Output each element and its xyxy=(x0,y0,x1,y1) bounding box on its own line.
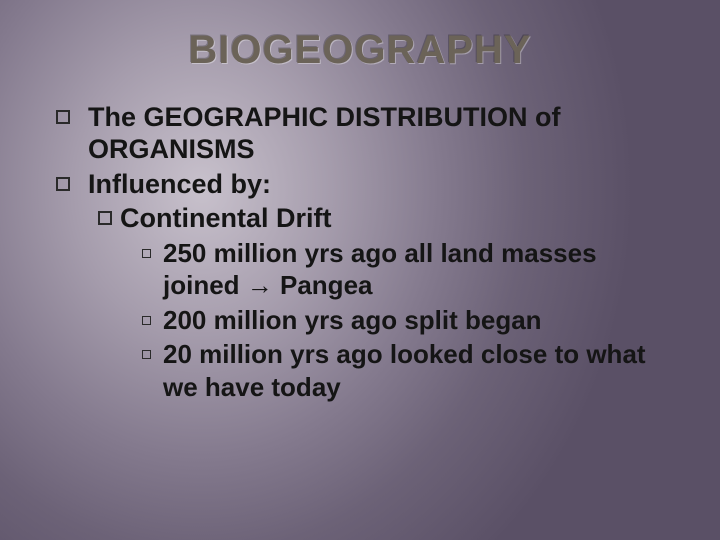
small-square-bullet-icon xyxy=(142,316,151,325)
small-square-bullet-icon xyxy=(142,350,151,359)
bullet-text: Continental Drift xyxy=(120,202,331,234)
list-item: 250 million yrs ago all land masses join… xyxy=(142,237,672,302)
square-bullet-icon xyxy=(56,110,70,124)
slide: BIOGEOGRAPHY The GEOGRAPHIC DISTRIBUTION… xyxy=(0,0,720,540)
slide-content: The GEOGRAPHIC DISTRIBUTION of ORGANISMS… xyxy=(48,101,672,403)
square-bullet-icon xyxy=(98,211,112,225)
list-item: 20 million yrs ago looked close to what … xyxy=(142,338,672,403)
square-bullet-icon xyxy=(56,177,70,191)
list-item: The GEOGRAPHIC DISTRIBUTION of ORGANISMS xyxy=(56,101,672,166)
bullet-text: 20 million yrs ago looked close to what … xyxy=(163,338,672,403)
bullet-text: 250 million yrs ago all land masses join… xyxy=(163,237,672,302)
list-item: Continental Drift xyxy=(98,202,672,234)
bullet-text: 200 million yrs ago split began xyxy=(163,304,542,337)
small-square-bullet-icon xyxy=(142,249,151,258)
list-item: Influenced by: xyxy=(56,168,672,200)
list-item: 200 million yrs ago split began xyxy=(142,304,672,337)
bullet-text: The GEOGRAPHIC DISTRIBUTION of ORGANISMS xyxy=(88,101,672,166)
bullet-text: Influenced by: xyxy=(88,168,271,200)
slide-title: BIOGEOGRAPHY xyxy=(48,28,672,73)
